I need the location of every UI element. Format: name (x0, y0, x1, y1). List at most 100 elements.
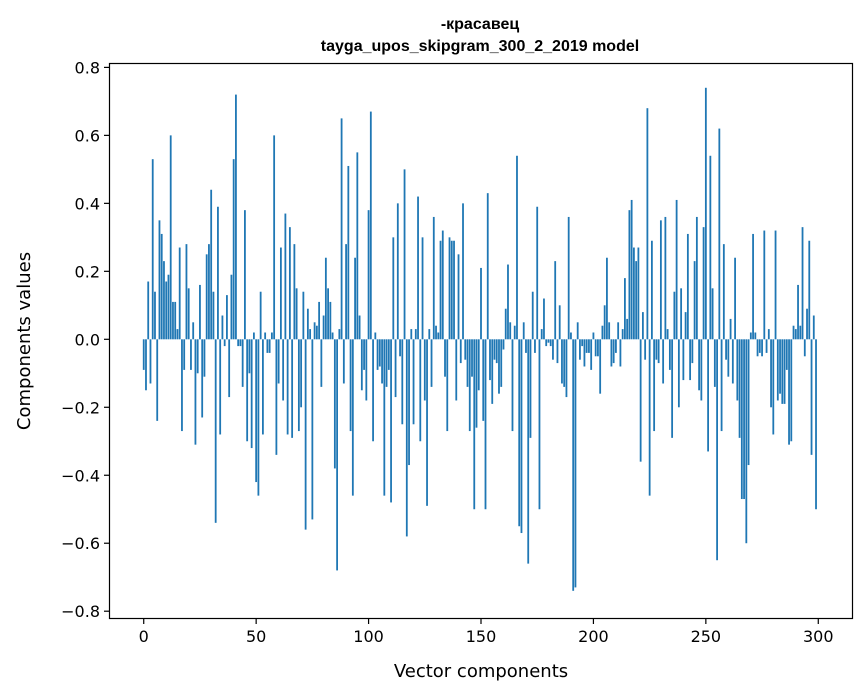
bar-216 (628, 210, 631, 340)
y-tick-label: 0.6 (75, 126, 100, 145)
bar-104 (376, 339, 379, 370)
bar-243 (689, 339, 692, 381)
bar-113 (396, 203, 399, 340)
bar-212 (619, 339, 622, 367)
bar-44 (241, 339, 244, 387)
bar-257 (720, 339, 723, 432)
x-axis-label: Vector components (394, 661, 568, 682)
bar-56 (268, 339, 271, 353)
bar-142 (462, 203, 464, 340)
bar-107 (383, 339, 386, 496)
bar-289 (792, 325, 795, 340)
bar-246 (695, 216, 698, 340)
bar-260 (727, 339, 730, 377)
bar-265 (738, 339, 741, 438)
bar-49 (253, 332, 255, 340)
bar-13 (172, 301, 174, 340)
bar-141 (459, 339, 462, 364)
bar-203 (599, 339, 602, 394)
bar-225 (648, 339, 651, 496)
bar-71 (302, 291, 305, 340)
bar-133 (441, 230, 444, 340)
bar-57 (270, 332, 273, 340)
bar-74 (309, 329, 312, 340)
bar-153 (486, 193, 489, 340)
bar-259 (725, 339, 727, 360)
bar-53 (262, 339, 264, 435)
bar-114 (399, 339, 401, 357)
bar-181 (549, 339, 552, 347)
bar-167 (518, 339, 521, 527)
bar-227 (653, 339, 656, 432)
bar-250 (704, 87, 707, 340)
bar-278 (767, 329, 770, 340)
bar-11 (167, 274, 170, 340)
bar-108 (385, 339, 388, 387)
bar-121 (414, 329, 417, 340)
bar-41 (235, 94, 237, 340)
bar-241 (684, 312, 687, 340)
bar-15 (176, 329, 179, 340)
bar-294 (803, 339, 806, 357)
bar-105 (378, 339, 381, 367)
bar-219 (635, 261, 638, 340)
bar-10 (165, 281, 168, 340)
bar-32 (214, 339, 217, 523)
bar-63 (284, 213, 287, 340)
bar-204 (601, 325, 604, 340)
bar-134 (444, 339, 446, 377)
bar-5 (154, 291, 156, 340)
bar-83 (329, 301, 332, 340)
bar-131 (437, 332, 440, 340)
bar-264 (736, 339, 739, 401)
bar-4 (151, 159, 154, 340)
bar-208 (610, 339, 613, 367)
bar-245 (693, 261, 696, 340)
bar-26 (201, 339, 204, 418)
bar-29 (208, 244, 210, 340)
bar-171 (527, 339, 530, 564)
bar-248 (700, 339, 703, 401)
bar-159 (500, 339, 503, 387)
bar-27 (203, 339, 206, 377)
bar-17 (181, 339, 183, 432)
bar-251 (707, 339, 709, 452)
bar-124 (421, 237, 424, 340)
bar-179 (545, 339, 548, 347)
bar-229 (657, 339, 660, 364)
bar-123 (419, 339, 422, 442)
bar-286 (785, 339, 788, 370)
x-tick-label: 50 (246, 627, 266, 646)
bar-173 (531, 291, 534, 340)
bar-174 (534, 339, 536, 353)
bar-196 (583, 339, 586, 367)
bar-152 (484, 339, 487, 510)
bar-116 (403, 169, 406, 340)
chart-subtitle: tayga_upos_skipgram_300_2_2019 model (321, 38, 639, 55)
bar-166 (516, 155, 518, 340)
bar-85 (333, 339, 336, 469)
bar-214 (624, 278, 626, 340)
bar-126 (426, 339, 428, 506)
bar-150 (480, 267, 482, 340)
bar-200 (592, 332, 595, 340)
bar-59 (275, 339, 278, 455)
bar-37 (226, 295, 228, 340)
bar-139 (455, 339, 458, 401)
bar-97 (360, 339, 363, 391)
bar-54 (264, 332, 267, 340)
bar-266 (740, 339, 743, 500)
bar-88 (340, 118, 343, 340)
bar-195 (581, 339, 584, 347)
bar-118 (408, 339, 410, 466)
bar-293 (801, 227, 804, 340)
bar-40 (232, 159, 235, 340)
bar-284 (781, 339, 784, 404)
bar-91 (347, 165, 350, 340)
bar-183 (554, 261, 557, 340)
bar-138 (453, 240, 455, 340)
bar-89 (342, 339, 345, 384)
bar-234 (668, 339, 671, 370)
bar-156 (493, 339, 496, 360)
